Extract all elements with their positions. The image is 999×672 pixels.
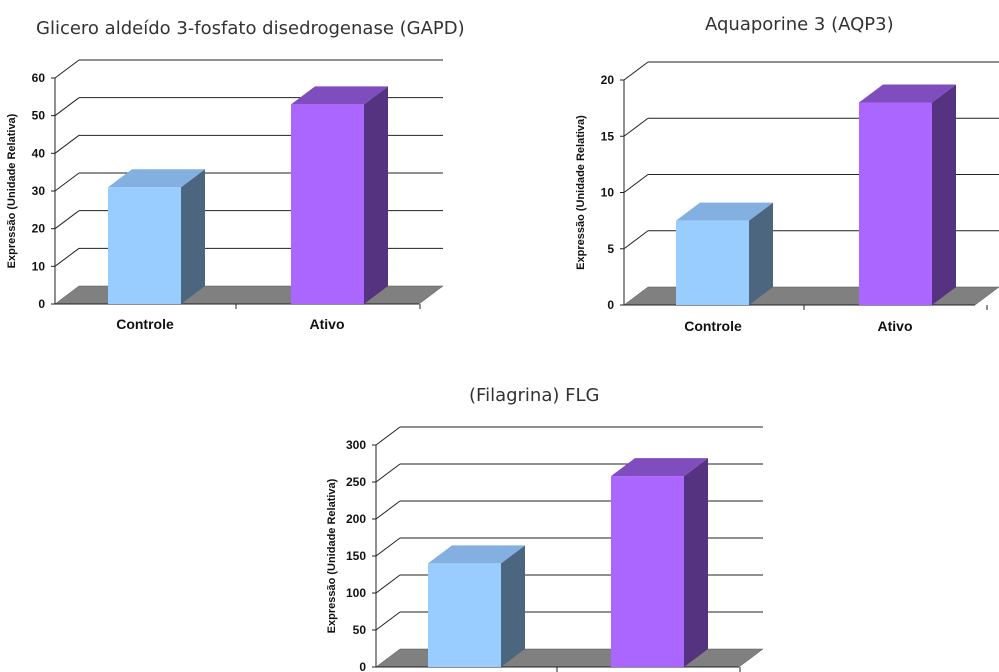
gridline-connector xyxy=(375,426,401,446)
y-tick-label: 0 xyxy=(359,660,366,672)
chart-title-gapd: Glicero aldeído 3-fosfato disedrogenase … xyxy=(36,18,465,39)
gridline-connector xyxy=(54,172,80,192)
y-tick-label: 30 xyxy=(32,184,46,198)
y-tick-label: 150 xyxy=(346,549,366,563)
y-axis-label: Expressão (Unidade Relativa) xyxy=(575,115,587,270)
bar-top-0 xyxy=(108,169,205,188)
y-tick-label: 200 xyxy=(346,512,366,526)
bar-1 xyxy=(611,476,684,667)
bar-0 xyxy=(676,220,749,305)
gridline-connector xyxy=(623,117,649,137)
gridline-connector xyxy=(623,230,649,250)
gridline-connector xyxy=(375,463,401,483)
y-tick-label: 100 xyxy=(346,586,366,600)
bar-top-0 xyxy=(676,202,773,221)
bar-top-0 xyxy=(428,545,525,564)
y-tick-label: 20 xyxy=(601,73,615,87)
chart-2: 0 50 100 150 200 250 300 Expressão (Unidade Rel… xyxy=(326,426,764,672)
y-axis-label: Expressão (Unidade Relativa) xyxy=(6,113,18,268)
gridline-connector xyxy=(375,537,401,557)
gridline-connector xyxy=(623,61,649,81)
gridline-connector xyxy=(375,574,401,594)
y-tick-label: 250 xyxy=(346,475,366,489)
bar-side-0 xyxy=(749,202,773,305)
bar-top-1 xyxy=(611,458,708,477)
y-tick-label: 50 xyxy=(32,109,46,123)
bar-top-1 xyxy=(859,84,956,103)
gridline-connector xyxy=(54,59,80,79)
x-category-label: Controle xyxy=(116,316,174,332)
y-tick-label: 15 xyxy=(601,129,615,143)
gridline-connector xyxy=(54,97,80,117)
y-tick-label: 0 xyxy=(607,298,614,312)
gridline-connector xyxy=(623,174,649,193)
bar-side-1 xyxy=(364,86,388,304)
y-tick-label: 300 xyxy=(346,438,366,452)
bar-0 xyxy=(108,187,181,304)
y-tick-label: 5 xyxy=(607,242,614,256)
bar-side-0 xyxy=(501,545,525,667)
y-axis-label: Expressão (Unidade Relativa) xyxy=(326,478,338,633)
y-tick-label: 50 xyxy=(353,623,367,637)
chart-title-aqp3: Aquaporine 3 (AQP3) xyxy=(705,14,894,35)
gridline-connector xyxy=(375,611,401,631)
bar-side-1 xyxy=(932,84,956,305)
chart-title-flg: (Filagrina) FLG xyxy=(469,385,600,406)
gridline-connector xyxy=(375,500,401,520)
y-tick-label: 10 xyxy=(32,259,46,273)
chart-0: 0 10 20 30 40 50 60 Expressão (Unidade Relativa… xyxy=(6,59,444,332)
bar-1 xyxy=(291,104,364,304)
gridline-connector xyxy=(54,247,80,267)
y-tick-label: 0 xyxy=(38,297,45,311)
y-tick-label: 10 xyxy=(601,186,615,200)
chart-1: 0 5 10 15 20 Expressão (Unidade Relativa) Cont… xyxy=(575,61,999,334)
gridline-connector xyxy=(54,134,80,154)
bar-top-1 xyxy=(291,86,388,105)
bar-0 xyxy=(428,563,501,667)
x-category-label: Ativo xyxy=(878,318,913,334)
bar-side-1 xyxy=(684,458,708,667)
x-category-label: Controle xyxy=(684,318,742,334)
bar-side-0 xyxy=(181,169,205,304)
y-tick-label: 40 xyxy=(32,146,46,160)
gridline-connector xyxy=(54,210,80,230)
x-category-label: Ativo xyxy=(310,316,345,332)
y-tick-label: 20 xyxy=(32,222,46,236)
bar-1 xyxy=(859,102,932,305)
y-tick-label: 60 xyxy=(32,71,46,85)
